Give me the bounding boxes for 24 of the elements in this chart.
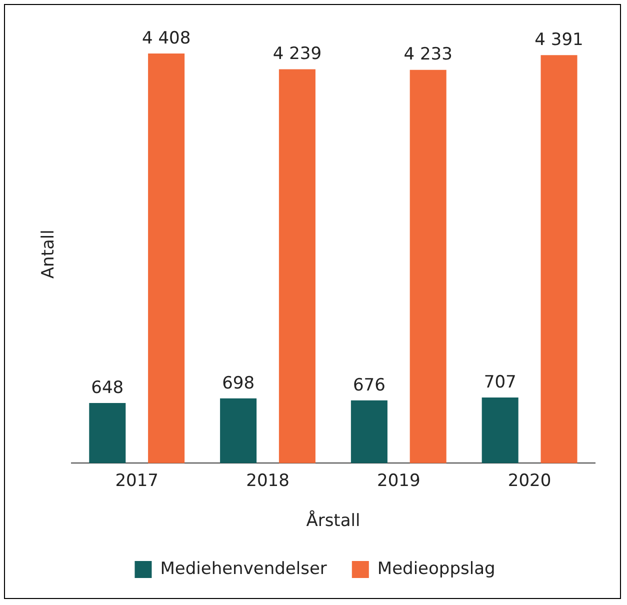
data-label: 707	[484, 372, 516, 392]
bar	[148, 54, 185, 464]
data-label: 698	[222, 373, 255, 394]
bar	[278, 69, 316, 464]
x-tick-label: 2019	[377, 470, 420, 491]
data-label: 4 408	[142, 28, 191, 48]
data-label: 648	[91, 378, 124, 398]
x-tick-label: 2018	[246, 470, 290, 491]
data-label: 4 239	[272, 44, 322, 64]
bar	[410, 70, 446, 464]
legend-label: Medieoppslag	[377, 558, 496, 579]
data-label: 4 233	[404, 44, 452, 65]
data-label: 4 391	[534, 30, 584, 50]
x-tick-label: 2020	[508, 470, 552, 491]
legend-label: Mediehenvendelser	[160, 558, 327, 579]
x-tick-label: 2017	[115, 470, 158, 491]
data-label: 676	[352, 375, 386, 396]
bar	[220, 398, 257, 464]
bar	[540, 55, 578, 464]
bar	[89, 402, 126, 464]
x-axis-title: Årstall	[306, 510, 360, 532]
y-axis-title: Antall	[38, 230, 59, 279]
bar	[350, 400, 388, 464]
bar	[482, 397, 518, 464]
